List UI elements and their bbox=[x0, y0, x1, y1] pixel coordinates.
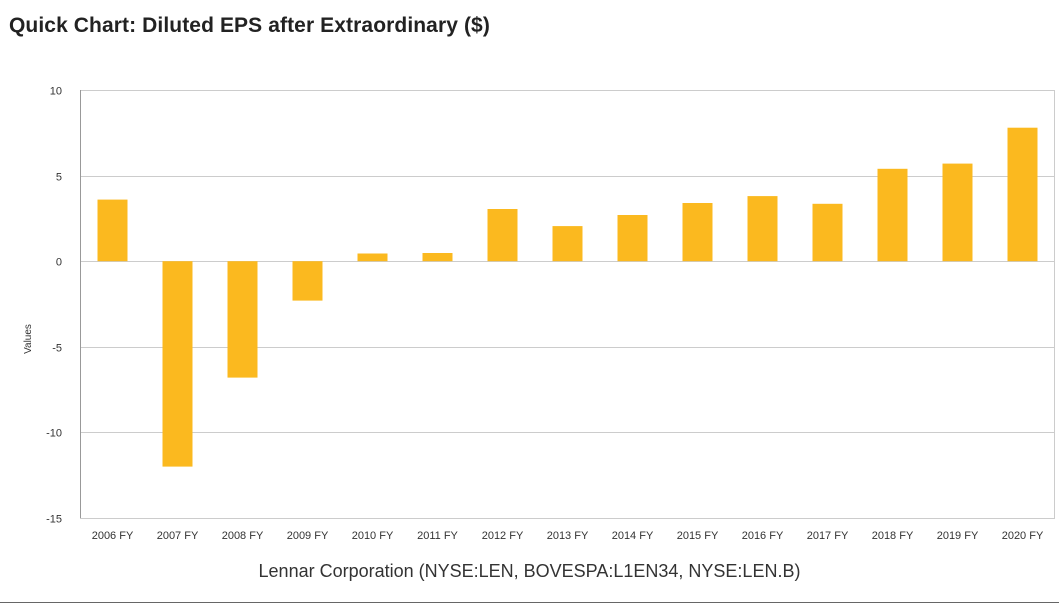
x-tick-label: 2009 FY bbox=[287, 530, 329, 542]
x-tick-label: 2006 FY bbox=[92, 530, 134, 542]
bar bbox=[682, 203, 713, 262]
y-tick-label: -5 bbox=[52, 343, 62, 355]
x-tick-label: 2011 FY bbox=[417, 530, 458, 542]
bar bbox=[357, 253, 388, 262]
x-tick-label: 2007 FY bbox=[157, 530, 199, 542]
bar bbox=[747, 196, 778, 262]
bottom-divider bbox=[0, 602, 1059, 603]
bar bbox=[877, 168, 908, 262]
bar bbox=[552, 226, 583, 262]
y-tick-label: 10 bbox=[50, 86, 62, 98]
x-tick-label: 2019 FY bbox=[937, 530, 979, 542]
x-tick-label: 2018 FY bbox=[872, 530, 914, 542]
company-caption: Lennar Corporation (NYSE:LEN, BOVESPA:L1… bbox=[258, 561, 801, 581]
chart-title: Quick Chart: Diluted EPS after Extraordi… bbox=[9, 14, 490, 37]
x-tick-label: 2013 FY bbox=[547, 530, 589, 542]
bar bbox=[942, 163, 973, 262]
y-tick-label: -10 bbox=[46, 428, 62, 440]
x-tick-label: 2016 FY bbox=[742, 530, 784, 542]
x-tick-label: 2012 FY bbox=[482, 530, 524, 542]
bar bbox=[487, 209, 518, 262]
x-tick-label: 2014 FY bbox=[612, 530, 654, 542]
bar bbox=[162, 261, 193, 467]
y-tick-label: 5 bbox=[56, 172, 62, 184]
y-tick-label: 0 bbox=[56, 257, 62, 269]
bar bbox=[422, 253, 453, 262]
x-tick-label: 2008 FY bbox=[222, 530, 264, 542]
chart: 10 5 0 -5 -10 -15 Values 2006 FY 2007 FY 2008 FY 2… bbox=[23, 86, 1055, 542]
bar bbox=[292, 261, 323, 301]
x-tick-label: 2020 FY bbox=[1002, 530, 1044, 542]
bar bbox=[812, 203, 843, 262]
x-tick-label: 2015 FY bbox=[677, 530, 719, 542]
x-tick-label: 2017 FY bbox=[807, 530, 849, 542]
bar bbox=[617, 215, 648, 262]
y-axis-title: Values bbox=[23, 324, 34, 354]
bar bbox=[97, 199, 128, 262]
y-tick-label: -15 bbox=[46, 514, 62, 526]
x-tick-label: 2010 FY bbox=[352, 530, 394, 542]
bar bbox=[227, 261, 258, 378]
bar bbox=[1007, 127, 1038, 262]
